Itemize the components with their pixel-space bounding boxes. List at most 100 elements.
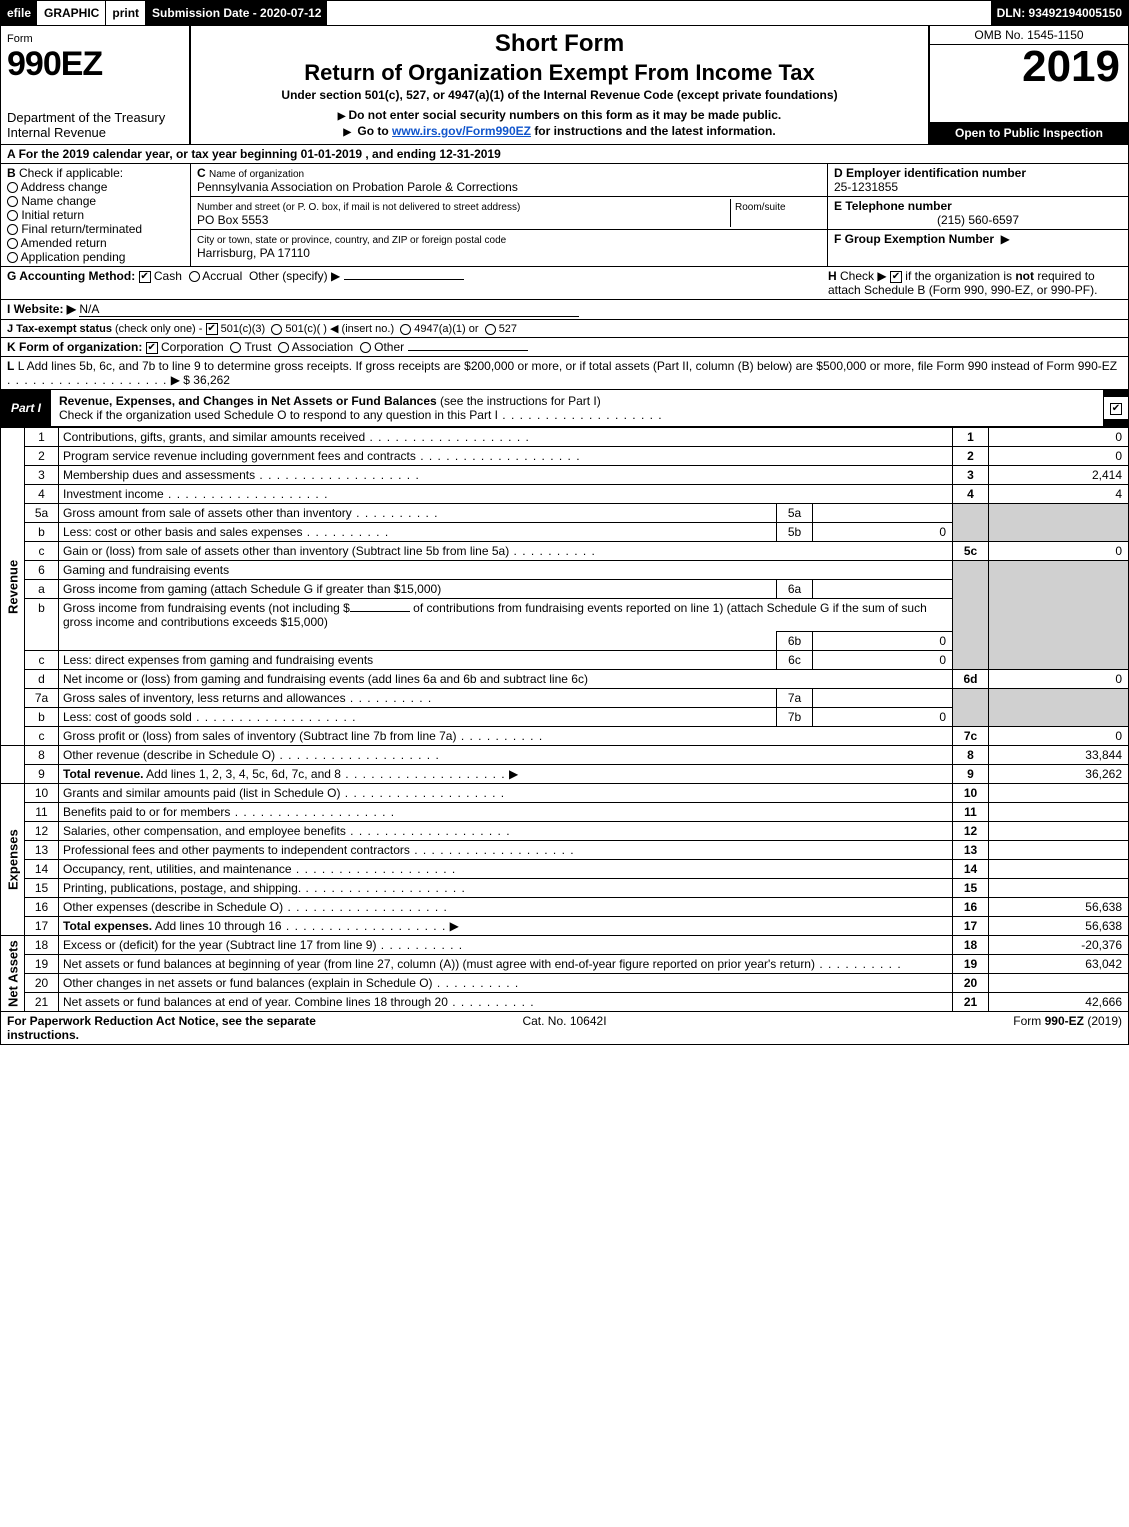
instructions-link[interactable]: www.irs.gov/Form990EZ xyxy=(392,124,531,138)
line-num: 2 xyxy=(25,447,59,466)
other-specify-field[interactable] xyxy=(344,279,464,280)
graphic-button[interactable]: GRAPHIC xyxy=(38,1,106,25)
line-text: Gain or (loss) from sale of assets other… xyxy=(59,542,953,561)
l-text: L Add lines 5b, 6c, and 7b to line 9 to … xyxy=(18,359,1117,373)
line-num: 6 xyxy=(25,561,59,580)
line-num: 14 xyxy=(25,860,59,879)
cash-checkbox[interactable] xyxy=(139,271,151,283)
efile-button[interactable]: efile xyxy=(1,1,38,25)
header-left: Form 990EZ Department of the Treasury In… xyxy=(1,26,191,144)
4947-checkbox[interactable] xyxy=(400,324,411,335)
line-amount: 56,638 xyxy=(989,917,1129,936)
line-box: 15 xyxy=(953,879,989,898)
row-i: I Website: ▶ N/A xyxy=(0,300,1129,320)
line-box: 19 xyxy=(953,955,989,974)
line-text: Less: cost of goods sold xyxy=(59,708,777,727)
k-label: K Form of organization: xyxy=(7,340,142,354)
sub-amount: 0 xyxy=(813,651,953,670)
j-label: J Tax-exempt status xyxy=(7,323,112,335)
no-ssn-note: Do not enter social security numbers on … xyxy=(348,108,781,122)
header-right: OMB No. 1545-1150 2019 Open to Public In… xyxy=(928,26,1128,144)
line-num: 1 xyxy=(25,428,59,447)
527-label: 527 xyxy=(499,323,517,335)
dln-label: DLN: 93492194005150 xyxy=(991,1,1128,25)
other-org-field[interactable] xyxy=(408,350,528,351)
line-num: 7a xyxy=(25,689,59,708)
line-text: Total revenue. Add lines 1, 2, 3, 4, 5c,… xyxy=(59,765,953,784)
schedule-o-checkbox[interactable] xyxy=(1110,403,1122,415)
line-num: c xyxy=(25,727,59,746)
corporation-checkbox[interactable] xyxy=(146,342,158,354)
line-text: Salaries, other compensation, and employ… xyxy=(59,822,953,841)
part-title-main: Revenue, Expenses, and Changes in Net As… xyxy=(59,394,437,408)
line-num: 5a xyxy=(25,504,59,523)
sub-amount xyxy=(813,689,953,708)
4947-label: 4947(a)(1) or xyxy=(414,323,478,335)
line-num: 11 xyxy=(25,803,59,822)
line-num: 21 xyxy=(25,993,59,1012)
line-box: 13 xyxy=(953,841,989,860)
line-text: Benefits paid to or for members xyxy=(59,803,953,822)
line-a: A For the 2019 calendar year, or tax yea… xyxy=(0,145,1129,164)
other-org-label: Other xyxy=(374,340,404,354)
other-label: Other (specify) xyxy=(249,269,328,283)
527-checkbox[interactable] xyxy=(485,324,496,335)
sub-box: 6a xyxy=(777,580,813,599)
line-text: Other expenses (describe in Schedule O) xyxy=(59,898,953,917)
footer-catalog: Cat. No. 10642I xyxy=(379,1014,751,1042)
row-gh: G Accounting Method: Cash Accrual Other … xyxy=(0,267,1129,300)
j-hint: (check only one) - xyxy=(115,323,202,335)
line-num: 17 xyxy=(25,917,59,936)
section-b: B Check if applicable: Address change Na… xyxy=(1,164,191,266)
501c3-label: 501(c)(3) xyxy=(221,323,266,335)
initial-return-checkbox[interactable] xyxy=(7,210,18,221)
name-change-checkbox[interactable] xyxy=(7,196,18,207)
expenses-section-label: Expenses xyxy=(1,784,25,936)
name-of-org-label: Name of organization xyxy=(209,169,304,180)
line-num: 19 xyxy=(25,955,59,974)
line-num: 10 xyxy=(25,784,59,803)
h-checkbox[interactable] xyxy=(890,271,902,283)
amended-return-checkbox[interactable] xyxy=(7,238,18,249)
line-box: 4 xyxy=(953,485,989,504)
line-box: 2 xyxy=(953,447,989,466)
501c3-checkbox[interactable] xyxy=(206,323,218,335)
line-amount xyxy=(989,841,1129,860)
501c-checkbox[interactable] xyxy=(271,324,282,335)
sub-box: 5a xyxy=(777,504,813,523)
line-box: 12 xyxy=(953,822,989,841)
b-item: Final return/terminated xyxy=(21,222,142,236)
header-middle: Short Form Return of Organization Exempt… xyxy=(191,26,928,144)
part-title: Revenue, Expenses, and Changes in Net As… xyxy=(51,390,1103,426)
final-return-checkbox[interactable] xyxy=(7,224,18,235)
line-amount: -20,376 xyxy=(989,936,1129,955)
under-section: Under section 501(c), 527, or 4947(a)(1)… xyxy=(201,88,918,102)
address-change-checkbox[interactable] xyxy=(7,182,18,193)
print-button[interactable]: print xyxy=(106,1,146,25)
other-org-checkbox[interactable] xyxy=(360,342,371,353)
open-to-public: Open to Public Inspection xyxy=(930,122,1128,144)
form-header: Form 990EZ Department of the Treasury In… xyxy=(0,26,1129,145)
accrual-checkbox[interactable] xyxy=(189,271,200,282)
shaded-cell xyxy=(953,561,989,670)
contrib-amount-field[interactable] xyxy=(350,611,410,612)
topbar-spacer xyxy=(328,1,990,25)
trust-checkbox[interactable] xyxy=(230,342,241,353)
association-checkbox[interactable] xyxy=(278,342,289,353)
line-num: 12 xyxy=(25,822,59,841)
row-k: K Form of organization: Corporation Trus… xyxy=(0,338,1129,357)
tax-year: 2019 xyxy=(930,45,1128,89)
line-text: Net assets or fund balances at beginning… xyxy=(59,955,953,974)
line-text: Total expenses. Add lines 10 through 16 … xyxy=(59,917,953,936)
line-text: Other revenue (describe in Schedule O) xyxy=(59,746,953,765)
line-num: 4 xyxy=(25,485,59,504)
netassets-section-label: Net Assets xyxy=(1,936,25,1012)
sub-amount xyxy=(813,580,953,599)
line-text: Excess or (deficit) for the year (Subtra… xyxy=(59,936,953,955)
line-text: Printing, publications, postage, and shi… xyxy=(59,879,953,898)
b-item: Application pending xyxy=(21,250,126,264)
application-pending-checkbox[interactable] xyxy=(7,252,18,263)
line-amount: 0 xyxy=(989,670,1129,689)
line-amount: 0 xyxy=(989,428,1129,447)
line-box: 20 xyxy=(953,974,989,993)
